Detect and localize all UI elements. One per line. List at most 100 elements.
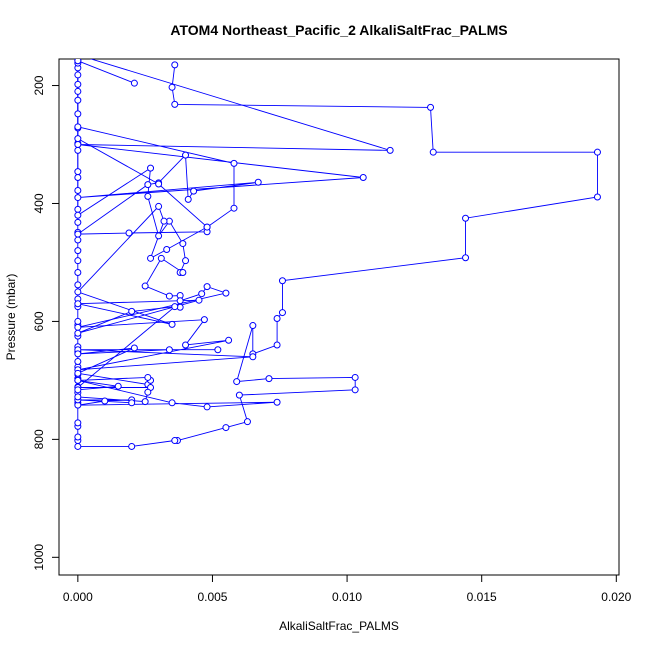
data-point: [163, 245, 171, 253]
data-point: [593, 148, 601, 156]
data-point: [130, 79, 138, 87]
data-point: [273, 398, 281, 406]
data-point: [233, 378, 241, 386]
data-point: [141, 282, 149, 290]
x-tick-label: 0.020: [601, 590, 631, 604]
data-point: [351, 386, 359, 394]
data-point: [128, 399, 136, 407]
data-point: [182, 257, 190, 265]
data-point: [165, 292, 173, 300]
y-tick-label: 600: [32, 311, 46, 331]
data-point: [203, 223, 211, 231]
data-point: [198, 290, 206, 298]
data-point: [171, 303, 179, 311]
data-point: [249, 353, 257, 361]
data-point: [168, 83, 176, 91]
data-point: [171, 437, 179, 445]
data-point: [155, 202, 163, 210]
data-point: [74, 168, 82, 176]
x-tick-label: 0.015: [467, 590, 497, 604]
data-point: [160, 217, 168, 225]
data-point: [200, 316, 208, 324]
series-layer: [74, 59, 601, 450]
data-point: [74, 386, 82, 394]
data-point: [278, 309, 286, 317]
data-point: [176, 297, 184, 305]
data-point: [74, 300, 82, 308]
data-point: [74, 71, 82, 79]
data-point: [114, 382, 122, 390]
data-point: [74, 110, 82, 118]
data-point: [165, 346, 173, 354]
data-point: [74, 358, 82, 366]
data-point: [74, 194, 82, 202]
data-point: [74, 211, 82, 219]
data-point: [128, 442, 136, 450]
data-point: [171, 100, 179, 108]
data-point: [74, 329, 82, 337]
data-point: [74, 135, 82, 143]
data-point: [278, 277, 286, 285]
x-tick-label: 0.010: [332, 590, 362, 604]
x-tick-label: 0.005: [197, 590, 227, 604]
data-point: [179, 268, 187, 276]
data-point: [351, 373, 359, 381]
x-axis: 0.000 0.005 0.010 0.015 0.020: [63, 574, 632, 604]
data-point: [74, 433, 82, 441]
data-point: [427, 103, 435, 111]
data-point: [144, 181, 152, 189]
data-point: [462, 214, 470, 222]
data-point: [74, 230, 82, 238]
data-point: [74, 187, 82, 195]
data-point: [74, 205, 82, 213]
data-point: [74, 376, 82, 384]
data-point: [147, 164, 155, 172]
data-point: [101, 397, 109, 405]
data-point: [74, 268, 82, 276]
data-point: [184, 195, 192, 203]
series-line: [76, 59, 391, 408]
data-point: [155, 232, 163, 240]
data-point: [74, 288, 82, 296]
data-point: [230, 159, 238, 167]
data-point: [157, 254, 165, 262]
y-tick-label: 1000: [32, 544, 46, 571]
data-point: [74, 123, 82, 131]
x-axis-label: AlkaliSaltFrac_PALMS: [279, 619, 399, 633]
data-point: [273, 314, 281, 322]
data-point: [74, 419, 82, 427]
data-point: [235, 391, 243, 399]
plot-region: [74, 59, 601, 450]
data-point: [130, 344, 138, 352]
data-point: [74, 317, 82, 325]
data-point: [195, 296, 203, 304]
data-point: [225, 336, 233, 344]
x-tick-label: 0.000: [63, 590, 93, 604]
data-point: [243, 418, 251, 426]
data-point: [74, 393, 82, 401]
data-point: [144, 388, 152, 396]
data-point: [74, 281, 82, 289]
plot-area-frame: [58, 58, 620, 576]
data-point: [179, 240, 187, 248]
data-point: [203, 283, 211, 291]
data-point: [74, 174, 82, 182]
data-point: [74, 59, 82, 65]
data-point: [249, 322, 257, 330]
data-point: [74, 350, 82, 358]
data-point: [214, 346, 222, 354]
data-point: [74, 96, 82, 104]
chart-title: ATOM4 Northeast_Pacific_2 AlkaliSaltFrac…: [170, 22, 507, 38]
data-point: [144, 373, 152, 381]
data-point: [265, 375, 273, 383]
data-point: [190, 187, 198, 195]
data-point: [155, 180, 163, 188]
data-point: [222, 289, 230, 297]
data-point: [147, 254, 155, 262]
y-axis: 200 400 600 800 1000: [32, 75, 60, 571]
data-point: [141, 398, 149, 406]
data-point: [74, 146, 82, 154]
data-point: [593, 193, 601, 201]
data-point: [74, 218, 82, 226]
